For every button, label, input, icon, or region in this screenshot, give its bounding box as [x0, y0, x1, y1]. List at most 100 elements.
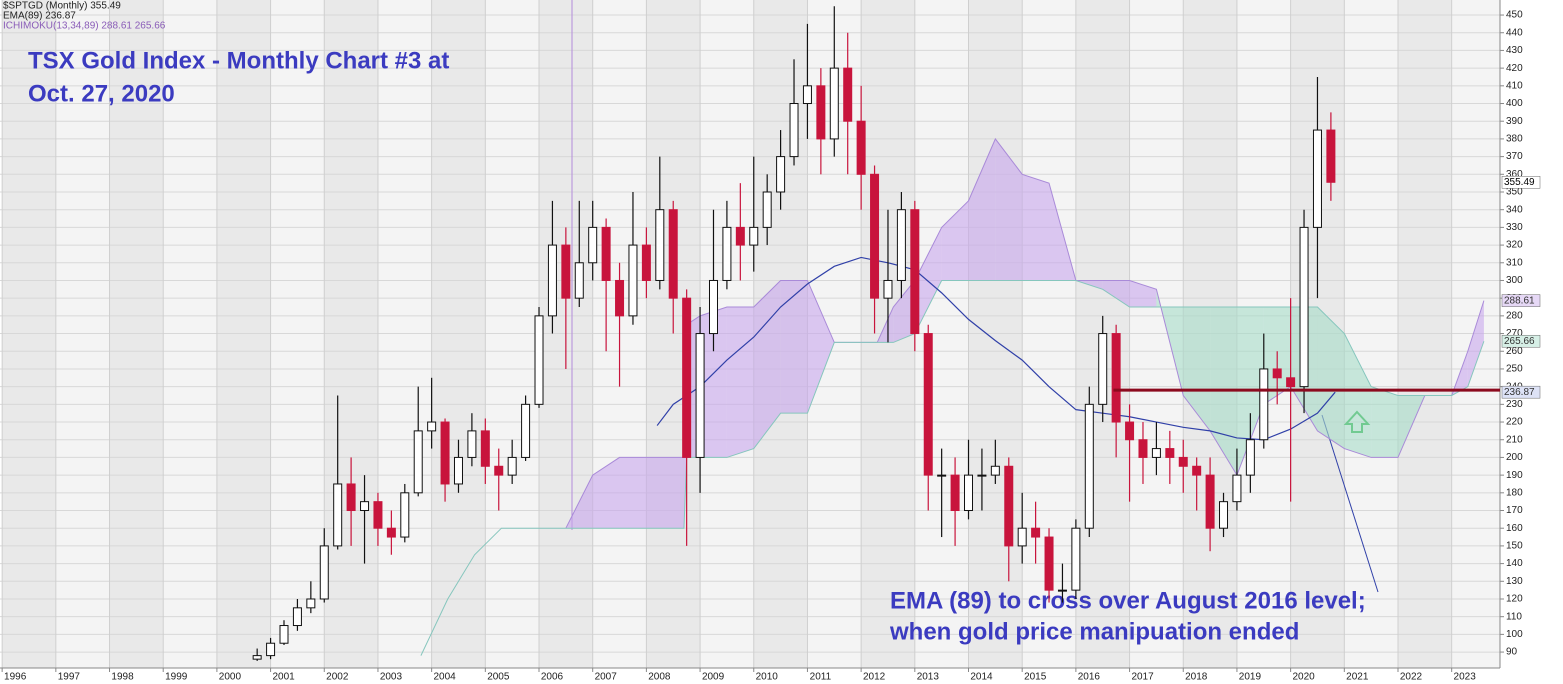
x-tick-label: 2000: [219, 672, 242, 683]
y-tick-label: 450: [1506, 10, 1523, 21]
y-tick-label: 210: [1506, 434, 1523, 445]
y-tick-label: 440: [1506, 27, 1523, 38]
candle-body: [1178, 456, 1188, 467]
y-tick-label: 120: [1506, 594, 1523, 605]
x-tick-label: 1996: [4, 672, 27, 683]
candle-body: [655, 209, 665, 281]
candle-body: [722, 226, 732, 281]
candle-body: [937, 474, 947, 477]
x-tick-label: 2012: [863, 672, 886, 683]
candle-body: [1071, 527, 1081, 591]
ichimoku-cloud: [726, 307, 754, 458]
y-tick-label: 430: [1506, 45, 1523, 56]
x-tick-label: 1997: [58, 672, 81, 683]
y-tick-label: 410: [1506, 80, 1523, 91]
candle-body: [400, 492, 410, 538]
candle-body: [574, 262, 584, 299]
y-tick-label: 160: [1506, 523, 1523, 534]
candle-body: [1098, 333, 1108, 405]
candle-body: [910, 209, 920, 335]
x-tick-label: 2007: [595, 672, 618, 683]
ichimoku-cloud: [968, 138, 996, 281]
ichimoku-cloud: [1371, 386, 1398, 458]
candle-body: [789, 103, 799, 158]
candle-body: [346, 483, 356, 512]
value-box: [1501, 334, 1541, 348]
candle-body: [977, 474, 987, 477]
ichimoku-cloud: [914, 227, 942, 334]
candle-body: [319, 545, 329, 600]
y-tick-label: 370: [1506, 151, 1523, 162]
candle-body: [534, 315, 544, 405]
y-tick-label: 130: [1506, 576, 1523, 587]
candle-body: [1299, 226, 1309, 388]
ichimoku-cloud: [1467, 300, 1484, 387]
ichimoku-cloud: [753, 280, 781, 449]
ichimoku-cloud: [941, 200, 969, 281]
y-tick-label: 350: [1506, 187, 1523, 198]
x-tick-label: 2019: [1239, 672, 1262, 683]
x-tick-label: 2008: [648, 672, 671, 683]
candle-body: [1044, 536, 1054, 591]
y-tick-label: 380: [1506, 134, 1523, 145]
x-tick-label: 1998: [111, 672, 134, 683]
candle-body: [628, 244, 638, 317]
y-tick-label: 230: [1506, 399, 1523, 410]
candle-body: [360, 501, 370, 512]
candle-body: [695, 333, 705, 458]
legend-ema: EMA(89) 236.87: [3, 11, 76, 22]
y-tick-label: 250: [1506, 364, 1523, 375]
candle-body: [1111, 333, 1121, 423]
candle-body: [1084, 403, 1094, 529]
y-tick-label: 170: [1506, 505, 1523, 516]
ichimoku-cloud: [1102, 280, 1130, 308]
x-tick-label: 2018: [1185, 672, 1208, 683]
value-box: [1501, 385, 1541, 399]
x-tick-label: 2016: [1078, 672, 1101, 683]
value-box-label: 236.87: [1504, 387, 1535, 398]
candle-body: [306, 598, 316, 609]
x-tick-label: 2001: [272, 672, 295, 683]
ichimoku-cloud: [807, 280, 835, 414]
candle-body: [668, 209, 678, 299]
value-box-label: 355.49: [1504, 177, 1535, 188]
value-box-label: 288.61: [1504, 295, 1535, 306]
candle-body: [923, 333, 933, 476]
candle-body: [427, 421, 437, 432]
ichimoku-cloud: [1344, 333, 1372, 458]
candle-body: [843, 67, 853, 122]
candle-body: [601, 226, 611, 281]
candle-body: [1057, 589, 1067, 592]
candle-body: [413, 430, 423, 494]
annotation: when gold price manipuation ended: [889, 618, 1299, 645]
x-tick-label: 2003: [380, 672, 403, 683]
candle-body: [870, 173, 880, 299]
candle-body: [266, 642, 276, 657]
candle-body: [373, 501, 383, 529]
x-tick-label: 2023: [1454, 672, 1477, 683]
value-box: [1501, 176, 1541, 189]
x-tick-label: 2022: [1400, 672, 1423, 683]
candle-body: [1138, 439, 1148, 458]
x-tick-label: 2021: [1346, 672, 1369, 683]
candle-body: [252, 655, 262, 660]
candle-body: [386, 527, 396, 538]
candle-body: [802, 85, 812, 105]
candle-body: [561, 244, 571, 299]
ichimoku-cloud: [700, 307, 727, 458]
candle-body: [1004, 465, 1014, 547]
candle-body: [1219, 501, 1229, 529]
candle-body: [440, 421, 450, 485]
y-tick-label: 190: [1506, 470, 1523, 481]
candle-body: [1272, 368, 1282, 379]
candle-body: [641, 244, 651, 281]
candle-body: [1259, 368, 1269, 441]
candle-body: [1312, 129, 1322, 228]
x-tick-label: 2013: [917, 672, 940, 683]
x-tick-label: 2020: [1292, 672, 1315, 683]
x-tick-label: 2002: [326, 672, 349, 683]
legend-ichimoku: ICHIMOKU(13,34,89) 288.61 265.66: [3, 21, 166, 32]
candle-body: [1245, 439, 1255, 476]
ichimoku-cloud: [1022, 174, 1050, 281]
annotation: EMA (89) to cross over August 2016 level…: [890, 587, 1366, 614]
